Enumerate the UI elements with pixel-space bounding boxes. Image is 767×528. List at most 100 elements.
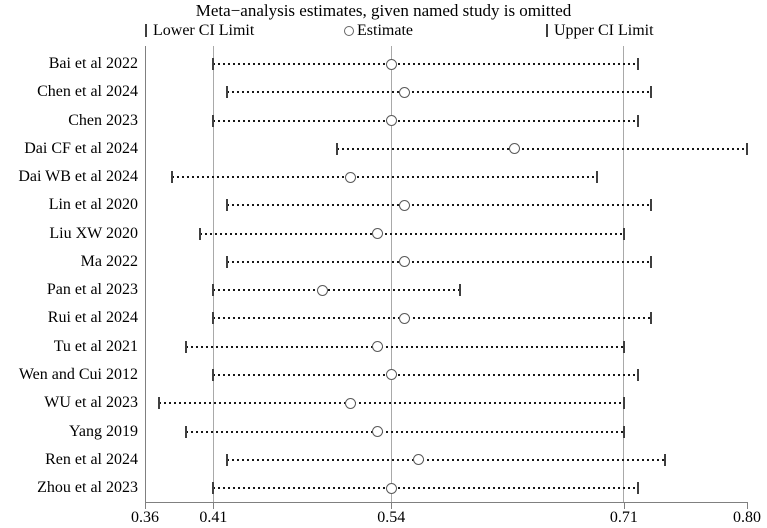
ci-cap-upper [622, 340, 625, 353]
ci-line [186, 430, 624, 433]
estimate-marker [344, 397, 356, 409]
ci-line [213, 373, 638, 376]
legend-upper-label: Upper CI Limit [554, 22, 654, 39]
ci-cap-lower [157, 397, 160, 410]
ci-cap-upper [650, 86, 653, 99]
study-label: Zhou et al 2023 [37, 479, 138, 497]
ci-cap-upper [636, 482, 639, 495]
ci-cap-lower [212, 114, 215, 127]
study-label: Yang 2019 [68, 422, 138, 440]
ci-cap-upper [746, 142, 748, 155]
x-tick [213, 503, 215, 509]
study-label: Bai et al 2022 [48, 55, 138, 72]
ci-line [213, 317, 652, 320]
chart-title: Meta−analysis estimates, given named stu… [195, 1, 572, 20]
ci-line [213, 487, 638, 490]
estimate-marker [344, 171, 356, 183]
ci-line [227, 91, 652, 94]
x-tick-label: 0.80 [733, 509, 761, 526]
ci-cap-upper [595, 171, 598, 184]
ci-cap-lower [212, 312, 215, 325]
study-label: Ma 2022 [80, 252, 138, 270]
x-tick-label: 0.41 [199, 509, 228, 526]
estimate-marker [399, 256, 411, 268]
ci-line [213, 119, 638, 122]
legend-item-estimate: Estimate [344, 21, 413, 40]
reference-line-lower [212, 46, 214, 502]
lower-ci-bar-icon [145, 24, 147, 37]
x-tick [145, 503, 146, 509]
ci-line [213, 289, 460, 292]
x-tick [623, 503, 625, 509]
study-label: Chen 2023 [68, 111, 138, 129]
ci-cap-upper [622, 397, 625, 410]
ci-cap-upper [458, 284, 461, 297]
ci-line [158, 402, 624, 405]
ci-cap-lower [226, 199, 229, 212]
study-label: Pan et al 2023 [46, 281, 138, 299]
estimate-marker [385, 369, 397, 381]
estimate-marker [508, 143, 520, 155]
x-axis-line [145, 502, 748, 503]
study-label: Dai WB et al 2024 [18, 168, 138, 186]
ci-line [227, 204, 652, 207]
ci-cap-lower [212, 482, 215, 495]
x-tick-label: 0.71 [609, 509, 638, 526]
estimate-marker [372, 426, 384, 437]
ci-line [227, 458, 665, 461]
estimate-marker [399, 86, 411, 98]
legend-item-upper-ci: Upper CI Limit [546, 21, 654, 40]
ci-line [336, 147, 747, 150]
ci-cap-lower [185, 425, 188, 438]
ci-cap-upper [650, 312, 653, 325]
x-tick [747, 503, 748, 509]
study-label: Rui et al 2024 [47, 309, 138, 327]
ci-cap-upper [663, 453, 666, 466]
estimate-marker [372, 228, 384, 240]
ci-cap-lower [212, 58, 215, 70]
upper-ci-bar-icon [546, 24, 548, 37]
ci-cap-upper [636, 368, 639, 381]
estimate-marker [399, 312, 411, 324]
ci-line [199, 232, 624, 235]
study-label: Tu et al 2021 [53, 337, 138, 355]
ci-cap-lower [185, 340, 188, 353]
estimate-circle-icon [344, 25, 354, 36]
legend-lower-label: Lower CI Limit [153, 22, 255, 39]
study-label: WU et al 2023 [44, 394, 138, 412]
ci-line [227, 260, 652, 263]
ci-cap-lower [171, 171, 174, 184]
ci-cap-lower [226, 453, 229, 466]
estimate-marker [385, 58, 397, 70]
x-tick-label: 0.36 [131, 509, 159, 526]
ci-line [172, 176, 597, 179]
legend-item-lower-ci: Lower CI Limit [145, 21, 254, 40]
estimate-marker [385, 115, 397, 127]
ci-cap-upper [636, 58, 639, 70]
y-axis-line [145, 46, 146, 502]
study-label: Ren et al 2024 [45, 450, 138, 468]
ci-cap-lower [212, 368, 215, 381]
study-label: Chen et al 2024 [37, 83, 138, 101]
estimate-marker [413, 454, 425, 466]
x-tick [391, 503, 393, 509]
study-label: Liu XW 2020 [49, 224, 138, 242]
ci-cap-upper [622, 425, 625, 438]
reference-line-upper [623, 46, 625, 502]
reference-line-estimate [390, 46, 392, 502]
ci-cap-upper [650, 255, 653, 268]
study-label: Dai CF et al 2024 [24, 139, 138, 157]
ci-line [186, 345, 624, 348]
estimate-marker [372, 341, 384, 353]
study-label: Lin et al 2020 [48, 196, 138, 214]
x-tick-label: 0.54 [377, 509, 406, 526]
ci-cap-lower [198, 227, 201, 240]
estimate-marker [385, 482, 397, 494]
ci-line [213, 63, 638, 65]
ci-cap-lower [212, 284, 215, 297]
study-label: Wen and Cui 2012 [18, 365, 138, 383]
ci-cap-upper [636, 114, 639, 127]
ci-cap-lower [226, 255, 229, 268]
ci-cap-lower [226, 86, 229, 99]
